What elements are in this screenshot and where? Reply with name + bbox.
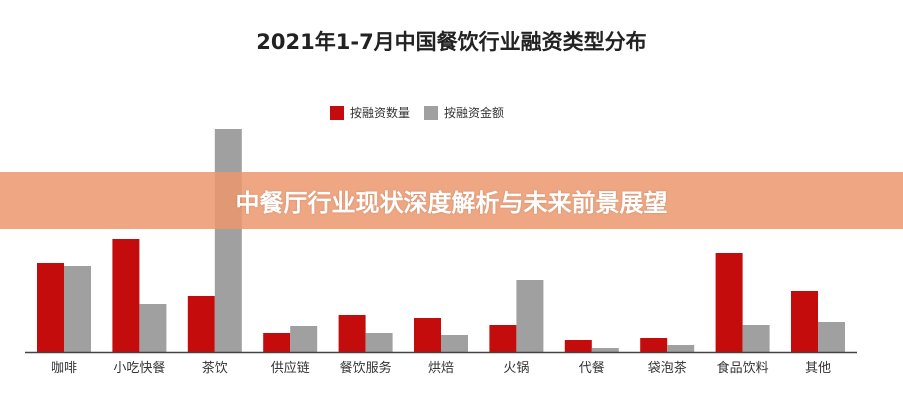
bar-amount-9 [742, 325, 770, 352]
bar-amount-3 [290, 326, 318, 352]
bar-count-7 [564, 340, 592, 352]
legend: 按融资数量 按融资金额 [330, 104, 504, 121]
x-tick-label: 代餐 [579, 360, 605, 376]
bar-count-9 [715, 253, 743, 352]
legend-label: 按融资金额 [444, 106, 505, 120]
legend-swatch [424, 105, 439, 120]
x-tick-label: 茶饮 [202, 360, 228, 376]
legend-swatch [330, 105, 344, 120]
bar-amount-10 [818, 322, 845, 352]
bar-amount-7 [591, 348, 619, 352]
bar-count-10 [791, 291, 818, 352]
bar-count-0 [37, 263, 64, 352]
bar-count-8 [640, 338, 668, 352]
x-tick-label: 咖啡 [51, 361, 77, 376]
bar-count-6 [489, 325, 517, 352]
bar-count-2 [187, 296, 215, 352]
x-tick-label: 火锅 [503, 360, 529, 376]
legend-label: 按融资数量 [350, 106, 411, 120]
bar-amount-0 [64, 266, 91, 352]
bar-amount-2 [214, 129, 242, 352]
x-tick-label: 食品饮料 [717, 360, 769, 376]
legend-item-count: 按融资数量 [330, 104, 410, 121]
bar-count-4 [338, 315, 366, 352]
x-tick-label: 其他 [805, 361, 831, 376]
x-tick-label: 烘焙 [428, 361, 454, 376]
bar-amount-6 [516, 280, 544, 352]
banner-text: 中餐厅行业现状深度解析与未来前景展望 [235, 189, 668, 217]
bar-amount-5 [441, 335, 468, 352]
bar-count-3 [263, 333, 291, 352]
x-tick-label: 供应链 [271, 360, 310, 376]
bar-count-5 [414, 318, 441, 352]
legend-item-amount: 按融资金额 [424, 104, 504, 121]
x-tick-label: 餐饮服务 [340, 360, 392, 376]
bar-amount-8 [667, 345, 695, 352]
bar-amount-1 [139, 304, 167, 352]
title-banner: 中餐厅行业现状深度解析与未来前景展望 [0, 172, 903, 229]
chart-title: 2021年1-7月中国餐饮行业融资类型分布 [256, 30, 647, 54]
bar-amount-4 [365, 333, 393, 352]
x-tick-label: 小吃快餐 [113, 360, 165, 376]
bar-count-1 [112, 239, 140, 352]
x-tick-label: 袋泡茶 [648, 360, 687, 376]
